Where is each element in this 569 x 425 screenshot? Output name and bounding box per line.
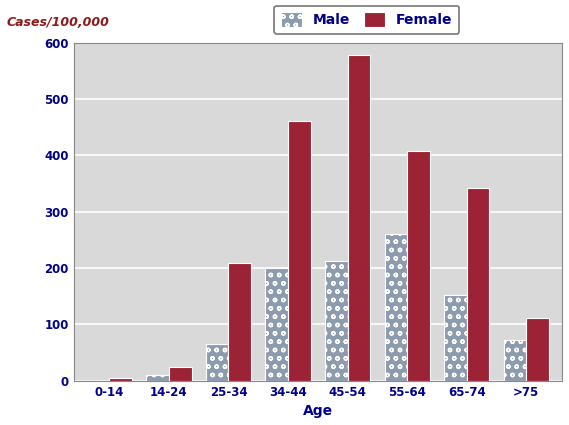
Bar <box>109 378 132 381</box>
Bar <box>206 344 229 381</box>
Bar <box>526 317 549 381</box>
Bar <box>444 295 467 381</box>
Legend: Male, Female: Male, Female <box>274 6 459 34</box>
Bar <box>169 366 192 381</box>
Bar <box>325 261 348 381</box>
Bar <box>348 55 370 381</box>
Bar <box>385 234 407 381</box>
Bar <box>407 151 430 381</box>
Bar <box>504 340 526 381</box>
X-axis label: Age: Age <box>303 404 333 418</box>
Bar <box>229 264 251 381</box>
Bar <box>467 188 489 381</box>
Text: Cases/100,000: Cases/100,000 <box>7 16 110 29</box>
Bar <box>288 122 311 381</box>
Bar <box>265 268 288 381</box>
Bar <box>146 375 169 381</box>
